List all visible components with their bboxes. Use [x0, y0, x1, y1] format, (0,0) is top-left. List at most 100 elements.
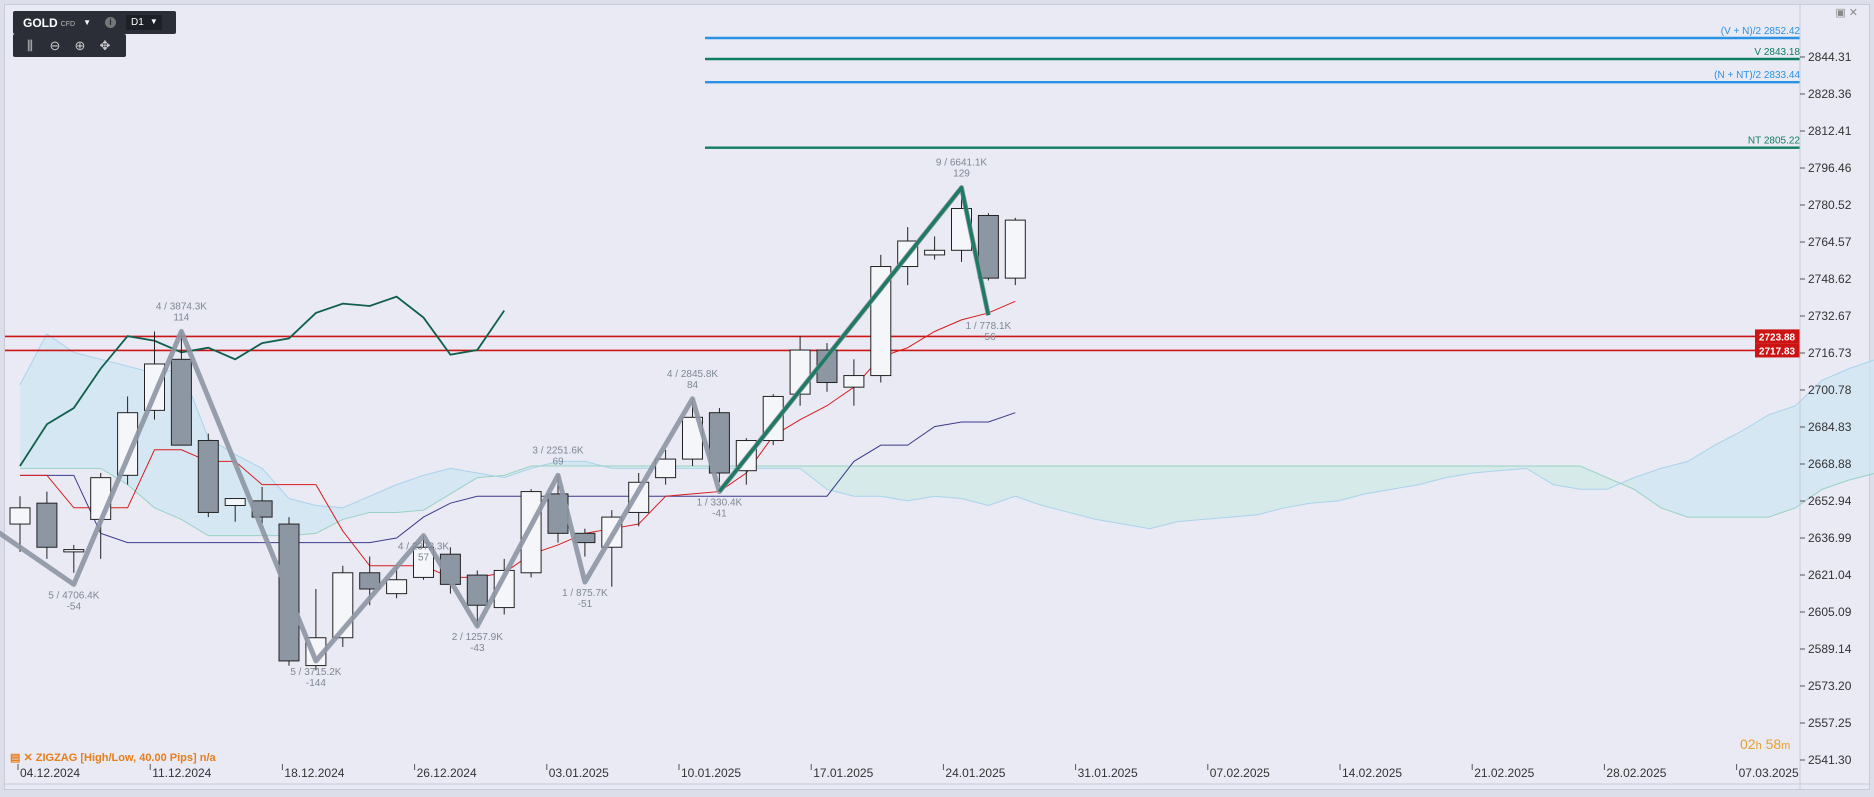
target-level-label: NT 2805.22 — [1748, 136, 1801, 147]
symbol-name[interactable]: GOLD — [23, 15, 58, 30]
y-axis-tick-label: 2812.41 — [1808, 124, 1852, 138]
support-price-tag — [1755, 343, 1800, 358]
symbol-dropdown-icon[interactable]: ▼ — [83, 18, 91, 27]
zigzag-volume-label: 1 / 875.7K — [562, 588, 608, 599]
y-axis-tick-label: 2844.31 — [1808, 50, 1852, 64]
support-price-tag — [1755, 329, 1800, 344]
zigzag-pips-label: 129 — [953, 169, 970, 180]
timeframe-dropdown-icon: ▼ — [149, 17, 158, 26]
zigzag-volume-label: 2 / 1257.9K — [452, 632, 503, 643]
candle-body — [359, 572, 381, 590]
window-controls: ▣ ✕ — [1835, 6, 1858, 19]
x-axis-tick-label: 26.12.2024 — [417, 766, 477, 780]
crosshair-icon[interactable]: ✥ — [99, 37, 111, 53]
candle-body — [197, 440, 219, 513]
zigzag-volume-label: 4 / 2845.8K — [667, 369, 718, 380]
candle-body — [9, 507, 31, 525]
candle-countdown-timer: 02h 58m — [1740, 736, 1790, 752]
zigzag-volume-label: 9 / 6641.1K — [936, 158, 987, 169]
kijun-line — [20, 412, 1016, 544]
chart-tools-toolbar: ⫼ ⊖ ⊕ ✥ — [13, 34, 126, 57]
zigzag-volume-label: 5 / 4706.4K — [48, 590, 99, 601]
chikou-line — [19, 295, 505, 467]
y-axis-tick-label: 2828.36 — [1808, 87, 1852, 101]
timer-hours-unit: h — [1755, 740, 1762, 752]
y-axis-tick-label: 2636.99 — [1808, 531, 1852, 545]
indicator-settings-icon[interactable]: ▤ ✕ — [10, 752, 33, 764]
y-axis-tick-label: 2748.62 — [1808, 272, 1852, 286]
y-axis-tick-label: 2541.30 — [1808, 753, 1852, 767]
candle-body — [413, 546, 434, 578]
y-axis-tick-label: 2764.57 — [1808, 235, 1852, 249]
kumo-cloud — [1634, 360, 1874, 518]
y-axis-tick-label: 2796.46 — [1808, 161, 1852, 175]
x-axis-tick-label: 18.12.2024 — [284, 766, 344, 780]
tenkan-line — [20, 300, 1016, 578]
zigzag-volume-label: 4 / 3874.3K — [156, 301, 207, 312]
x-axis-tick-label: 03.01.2025 — [549, 766, 609, 780]
x-axis-tick-label: 28.02.2025 — [1606, 766, 1666, 780]
timeframe-select[interactable]: D1 ▼ — [125, 15, 162, 30]
candle-body — [466, 574, 488, 606]
zigzag-pips-label: -144 — [306, 678, 326, 689]
candle-body — [708, 412, 730, 474]
y-axis-tick-label: 2573.20 — [1808, 679, 1852, 693]
zigzag-volume-label: 1 / 330.4K — [697, 498, 743, 509]
x-axis-tick-label: 11.12.2024 — [152, 766, 211, 780]
restore-icon[interactable]: ▣ — [1835, 7, 1846, 19]
x-axis-tick-label: 31.01.2025 — [1078, 766, 1138, 780]
y-axis-tick-label: 2589.14 — [1808, 642, 1852, 656]
candle-body — [1004, 219, 1026, 279]
y-axis-tick-label: 2700.78 — [1808, 383, 1852, 397]
x-axis-tick-label: 07.03.2025 — [1739, 766, 1799, 780]
zigzag-volume-label: 1 / 778.1K — [966, 321, 1012, 332]
candle-body — [386, 579, 408, 595]
close-icon[interactable]: ✕ — [1848, 7, 1858, 19]
x-axis-tick-label: 14.02.2025 — [1342, 766, 1402, 780]
zigzag-pips-label: 114 — [173, 312, 189, 323]
x-axis-tick-label: 04.12.2024 — [20, 766, 80, 780]
x-axis-tick-label: 07.02.2025 — [1210, 766, 1270, 780]
zoom-out-icon[interactable]: ⊖ — [49, 37, 61, 53]
zigzag-pips-label: -51 — [578, 599, 593, 610]
x-axis-tick-label: 17.01.2025 — [813, 766, 873, 780]
kumo-cloud — [611, 466, 1634, 529]
info-icon[interactable]: i — [104, 17, 116, 28]
instrument-type: CFD — [60, 20, 76, 28]
candle-body — [36, 502, 58, 548]
y-axis-tick-label: 2716.73 — [1808, 346, 1852, 360]
zigzag-pips-label: -41 — [712, 509, 727, 520]
y-axis-tick-label: 2668.88 — [1808, 457, 1852, 471]
candle-body — [574, 532, 596, 544]
kumo-span-b-line — [20, 465, 1874, 537]
zigzag-volume-label: 5 / 3715.2K — [290, 667, 341, 678]
candle-body — [493, 569, 515, 609]
timeframe-value: D1 — [130, 17, 144, 28]
y-axis-tick-label: 2732.67 — [1808, 309, 1852, 323]
zigzag-pips-label: -54 — [67, 601, 82, 612]
y-axis-tick-label: 2652.94 — [1808, 494, 1852, 508]
kumo-cloud — [558, 461, 612, 469]
indicator-label-text: ZIGZAG [High/Low, 40.00 Pips] n/a — [35, 752, 216, 764]
zigzag-pips-label: -56 — [981, 332, 996, 343]
zigzag-volume-label: 3 / 2251.6K — [532, 445, 583, 456]
timer-minutes: 58 — [1765, 736, 1782, 752]
zigzag-volume-label: 4 / 2372.3K — [398, 542, 449, 553]
indicator-label[interactable]: ▤ ✕ ZIGZAG [High/Low, 40.00 Pips] n/a — [10, 751, 216, 764]
y-axis-tick-label: 2557.25 — [1808, 716, 1852, 730]
zoom-in-icon[interactable]: ⊕ — [74, 37, 86, 53]
x-axis-tick-label: 10.01.2025 — [681, 766, 741, 780]
y-axis-tick-label: 2780.52 — [1808, 198, 1852, 212]
support-price-label: 2723.88 — [1759, 332, 1796, 343]
symbol-toolbar: GOLD CFD ▼ i D1 ▼ — [13, 11, 176, 34]
candle-body — [628, 481, 650, 513]
bar-settings-icon[interactable]: ⫼ — [27, 37, 33, 53]
zigzag-pips-label: 84 — [687, 380, 699, 391]
kumo-cloud — [504, 461, 558, 478]
candle-body — [170, 358, 192, 446]
timer-minutes-unit: m — [1781, 740, 1791, 752]
zigzag-pips-label: 69 — [552, 456, 564, 467]
candle-body — [117, 412, 139, 476]
